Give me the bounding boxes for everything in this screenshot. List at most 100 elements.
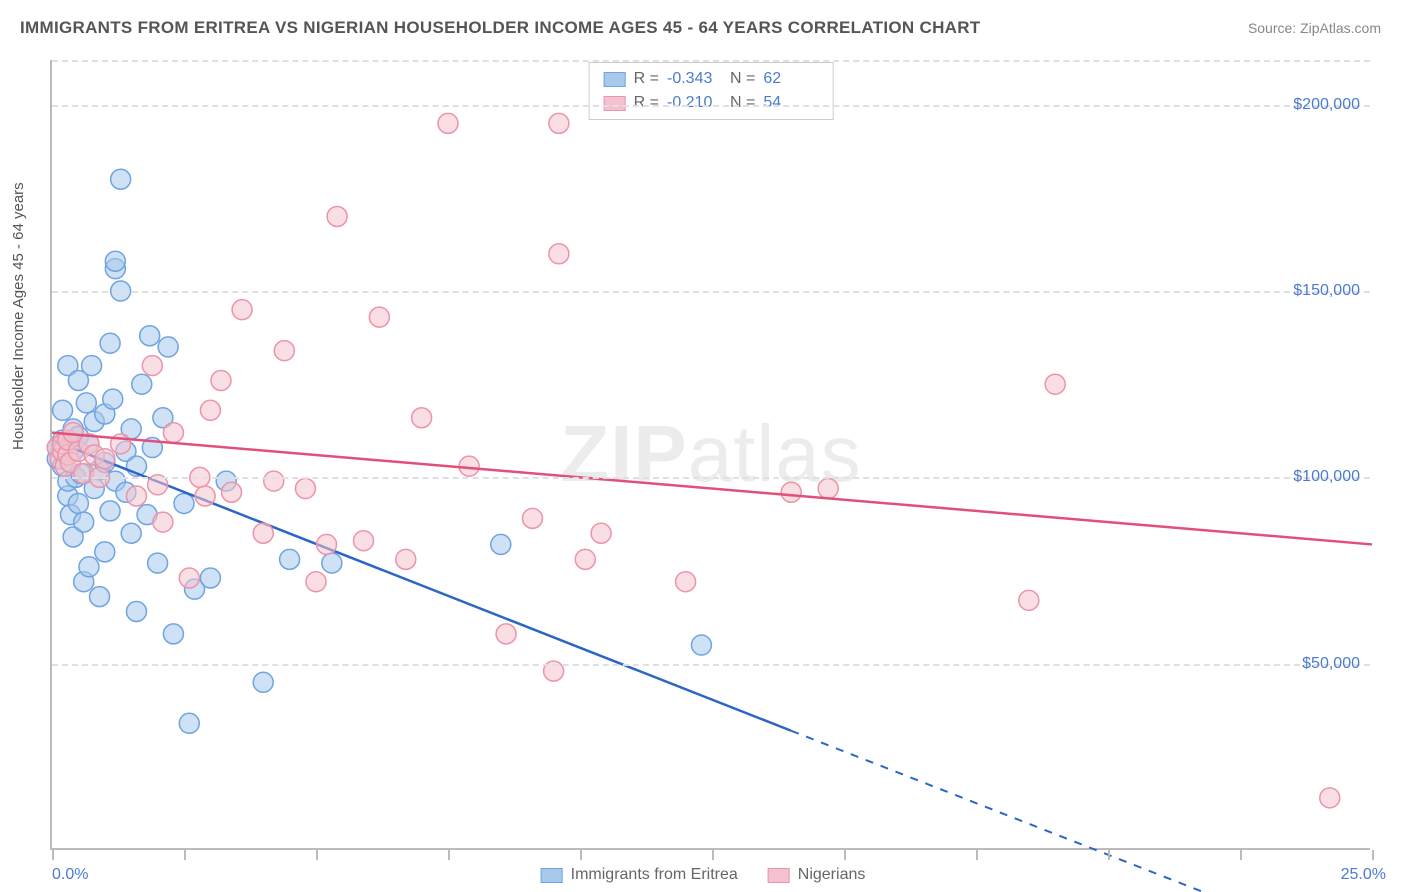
trend-line <box>52 433 1372 545</box>
data-point <box>211 370 231 390</box>
data-point <box>179 568 199 588</box>
y-tick-label: $150,000 <box>1293 282 1360 300</box>
correlation-stats-box: R = -0.343 N = 62R = -0.210 N = 54 <box>589 62 834 120</box>
legend-label: Immigrants from Eritrea <box>571 866 738 884</box>
data-point <box>253 672 273 692</box>
gridline <box>52 105 1370 107</box>
source-attribution: Source: ZipAtlas.com <box>1248 20 1381 36</box>
x-tick <box>1108 850 1110 860</box>
x-tick <box>712 850 714 860</box>
stat-n-label: N = <box>730 91 755 115</box>
data-point <box>103 389 123 409</box>
data-point <box>274 341 294 361</box>
chart-title: IMMIGRANTS FROM ERITREA VS NIGERIAN HOUS… <box>20 18 980 38</box>
data-point <box>179 713 199 733</box>
data-point <box>68 493 88 513</box>
stat-n-value: 54 <box>763 91 818 115</box>
data-point <box>222 482 242 502</box>
stat-r-label: R = <box>634 91 659 115</box>
data-point <box>105 251 125 271</box>
gridline <box>52 291 1370 293</box>
data-point <box>396 549 416 569</box>
data-point <box>174 493 194 513</box>
x-tick <box>52 850 54 860</box>
data-point <box>280 549 300 569</box>
data-point <box>369 307 389 327</box>
data-point <box>232 300 252 320</box>
stat-n-value: 62 <box>763 67 818 91</box>
y-tick-label: $100,000 <box>1293 468 1360 486</box>
gridline <box>52 477 1370 479</box>
data-point <box>575 549 595 569</box>
data-point <box>306 572 326 592</box>
data-point <box>496 624 516 644</box>
stat-row: R = -0.210 N = 54 <box>604 91 819 115</box>
data-point <box>1019 590 1039 610</box>
data-point <box>1045 374 1065 394</box>
x-tick <box>976 850 978 860</box>
gridline <box>52 664 1370 666</box>
data-point <box>200 568 220 588</box>
data-point <box>438 113 458 133</box>
data-point <box>327 207 347 227</box>
data-point <box>491 534 511 554</box>
data-point <box>90 587 110 607</box>
data-point <box>781 482 801 502</box>
data-point <box>691 635 711 655</box>
data-point <box>200 400 220 420</box>
legend-label: Nigerians <box>798 866 866 884</box>
legend: Immigrants from Eritrea Nigerians <box>541 866 866 884</box>
trend-line-extrapolated <box>791 731 1372 892</box>
data-point <box>111 169 131 189</box>
data-point <box>1320 788 1340 808</box>
data-point <box>412 408 432 428</box>
data-point <box>95 542 115 562</box>
x-tick <box>448 850 450 860</box>
data-point <box>295 479 315 499</box>
legend-swatch <box>604 72 626 87</box>
x-tick <box>580 850 582 860</box>
data-point <box>95 449 115 469</box>
data-point <box>121 523 141 543</box>
data-point <box>195 486 215 506</box>
data-point <box>818 479 838 499</box>
stat-n-label: N = <box>730 67 755 91</box>
data-point <box>140 326 160 346</box>
data-point <box>317 534 337 554</box>
x-tick <box>1372 850 1374 860</box>
data-point <box>322 553 342 573</box>
data-point <box>591 523 611 543</box>
data-point <box>354 531 374 551</box>
stat-r-value: -0.343 <box>667 67 722 91</box>
data-point <box>163 624 183 644</box>
data-point <box>100 501 120 521</box>
x-axis-min-label: 0.0% <box>52 866 88 884</box>
data-point <box>76 393 96 413</box>
data-point <box>148 553 168 573</box>
legend-swatch <box>541 868 563 883</box>
stat-r-value: -0.210 <box>667 91 722 115</box>
data-point <box>549 244 569 264</box>
gridline <box>52 60 1370 62</box>
data-point <box>153 512 173 532</box>
data-point <box>676 572 696 592</box>
data-point <box>100 333 120 353</box>
data-point <box>132 374 152 394</box>
data-point <box>158 337 178 357</box>
data-point <box>74 512 94 532</box>
data-point <box>549 113 569 133</box>
x-tick <box>1240 850 1242 860</box>
x-tick <box>316 850 318 860</box>
legend-item: Immigrants from Eritrea <box>541 866 738 884</box>
scatter-svg <box>52 60 1370 848</box>
data-point <box>253 523 273 543</box>
data-point <box>79 557 99 577</box>
stat-row: R =-0.343N =62 <box>604 67 819 91</box>
y-tick-label: $200,000 <box>1293 96 1360 114</box>
data-point <box>126 602 146 622</box>
legend-swatch <box>604 96 626 111</box>
x-tick <box>184 850 186 860</box>
plot-area: ZIPatlas R =-0.343N =62R =-0.210N =54 $5… <box>50 60 1370 850</box>
data-point <box>142 356 162 376</box>
x-axis-max-label: 25.0% <box>1341 866 1386 884</box>
